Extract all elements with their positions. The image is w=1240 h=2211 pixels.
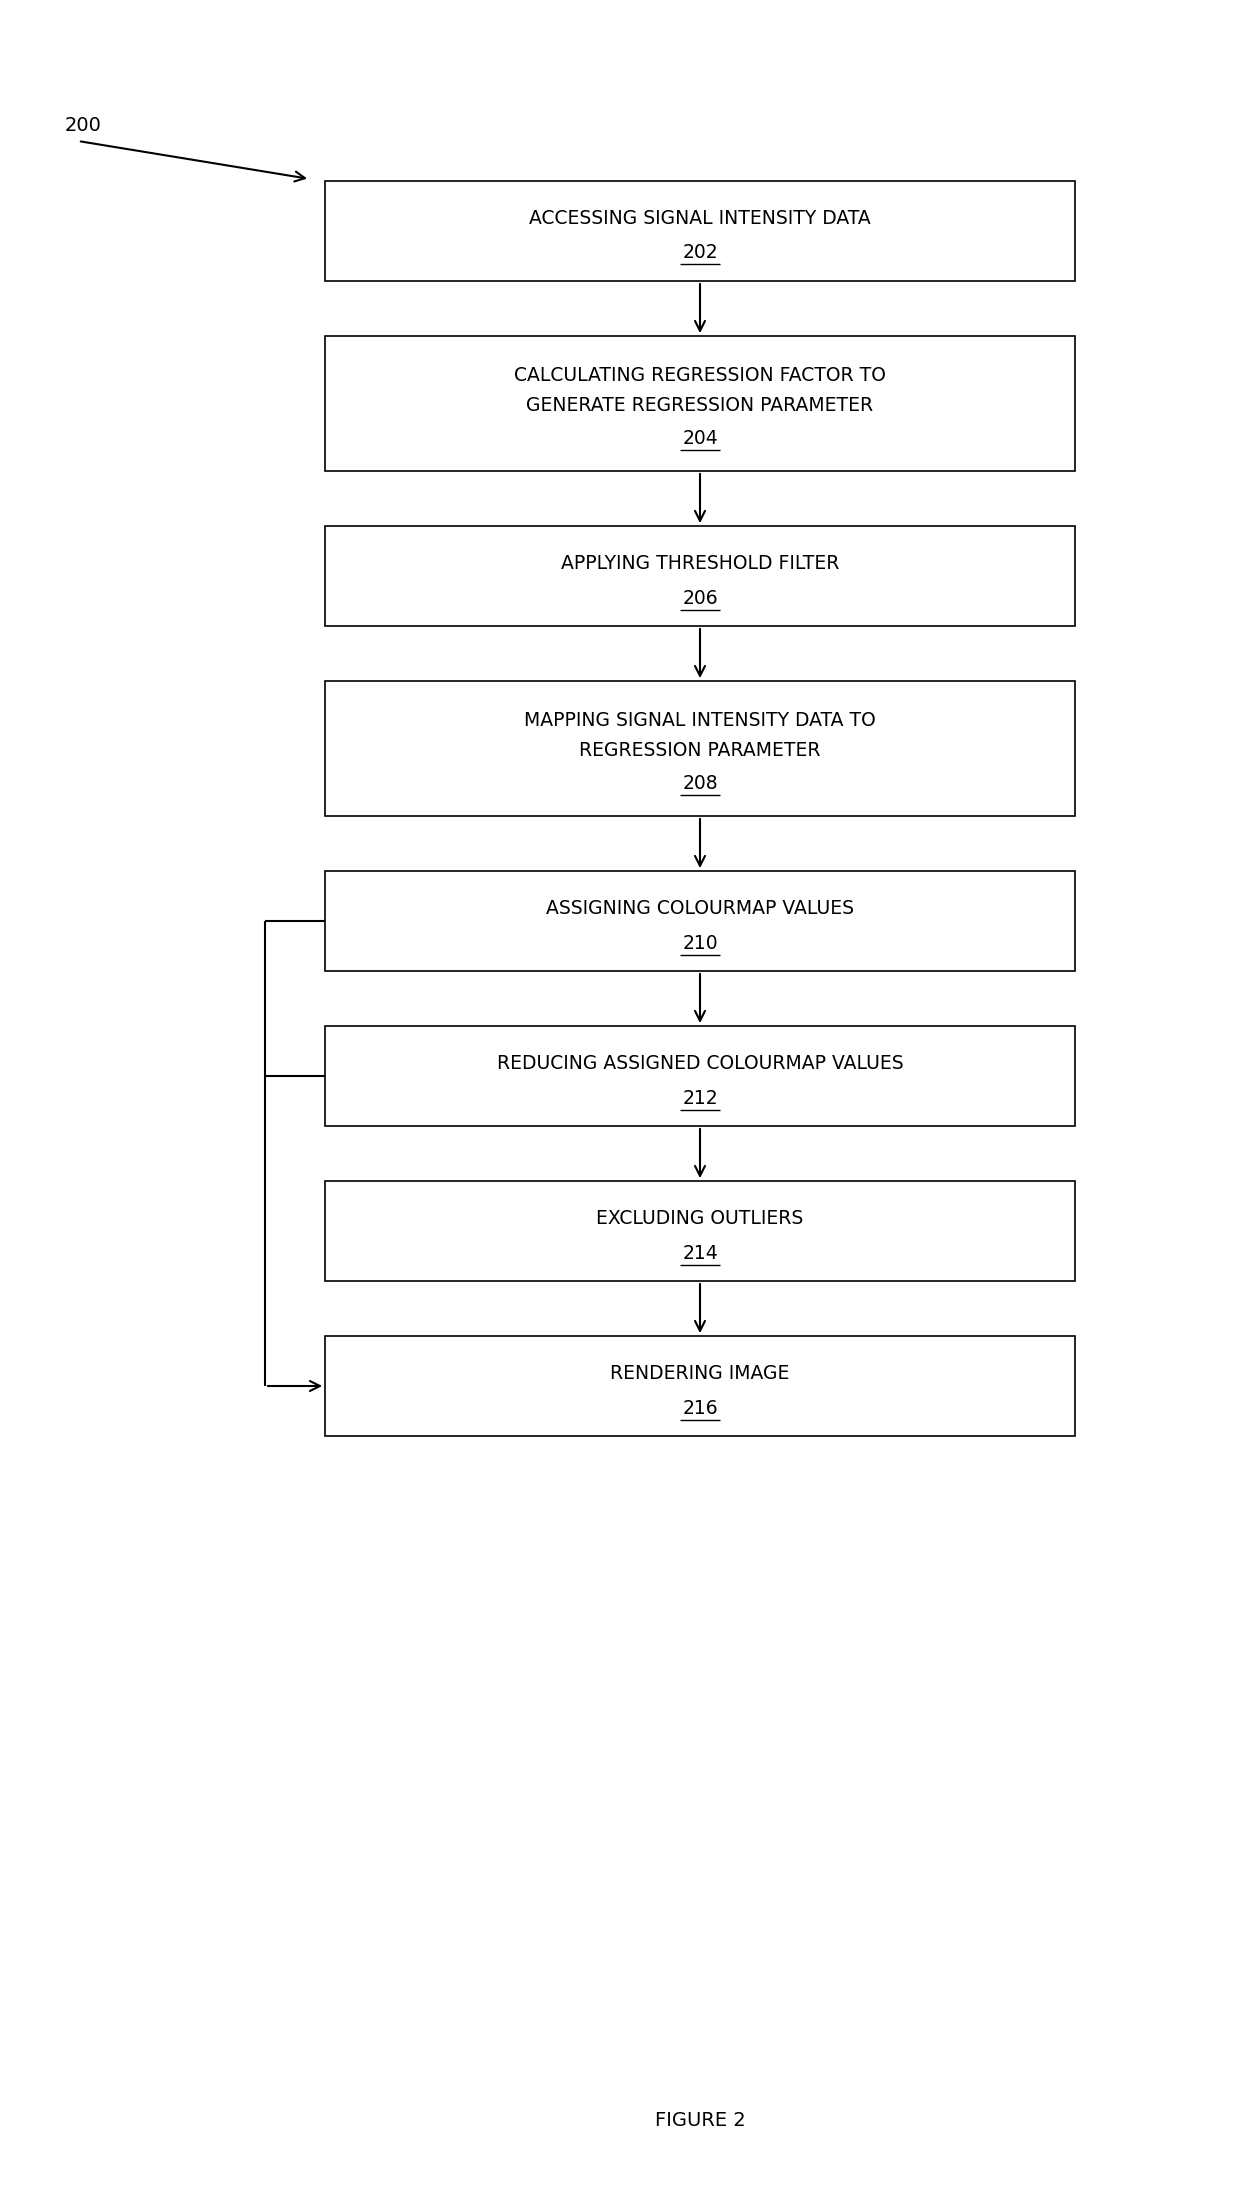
Text: REGRESSION PARAMETER: REGRESSION PARAMETER <box>579 741 821 761</box>
Text: RENDERING IMAGE: RENDERING IMAGE <box>610 1364 790 1382</box>
Text: 204: 204 <box>682 429 718 449</box>
FancyBboxPatch shape <box>325 181 1075 281</box>
Text: MAPPING SIGNAL INTENSITY DATA TO: MAPPING SIGNAL INTENSITY DATA TO <box>525 712 875 730</box>
Text: CALCULATING REGRESSION FACTOR TO: CALCULATING REGRESSION FACTOR TO <box>515 367 885 385</box>
Text: REDUCING ASSIGNED COLOURMAP VALUES: REDUCING ASSIGNED COLOURMAP VALUES <box>497 1052 903 1072</box>
Text: 206: 206 <box>682 588 718 608</box>
FancyBboxPatch shape <box>325 336 1075 471</box>
Text: APPLYING THRESHOLD FILTER: APPLYING THRESHOLD FILTER <box>560 553 839 573</box>
Text: 210: 210 <box>682 933 718 953</box>
Text: 216: 216 <box>682 1400 718 1417</box>
Text: 200: 200 <box>64 115 102 135</box>
Text: ACCESSING SIGNAL INTENSITY DATA: ACCESSING SIGNAL INTENSITY DATA <box>529 208 870 228</box>
Text: 202: 202 <box>682 243 718 263</box>
Text: 212: 212 <box>682 1088 718 1108</box>
Text: 208: 208 <box>682 774 718 794</box>
FancyBboxPatch shape <box>325 1026 1075 1125</box>
FancyBboxPatch shape <box>325 681 1075 816</box>
FancyBboxPatch shape <box>325 526 1075 626</box>
Text: EXCLUDING OUTLIERS: EXCLUDING OUTLIERS <box>596 1209 804 1227</box>
FancyBboxPatch shape <box>325 1181 1075 1280</box>
Text: FIGURE 2: FIGURE 2 <box>655 2112 745 2131</box>
Text: ASSIGNING COLOURMAP VALUES: ASSIGNING COLOURMAP VALUES <box>546 898 854 918</box>
FancyBboxPatch shape <box>325 1335 1075 1435</box>
FancyBboxPatch shape <box>325 871 1075 971</box>
Text: 214: 214 <box>682 1243 718 1262</box>
Text: GENERATE REGRESSION PARAMETER: GENERATE REGRESSION PARAMETER <box>527 396 873 416</box>
